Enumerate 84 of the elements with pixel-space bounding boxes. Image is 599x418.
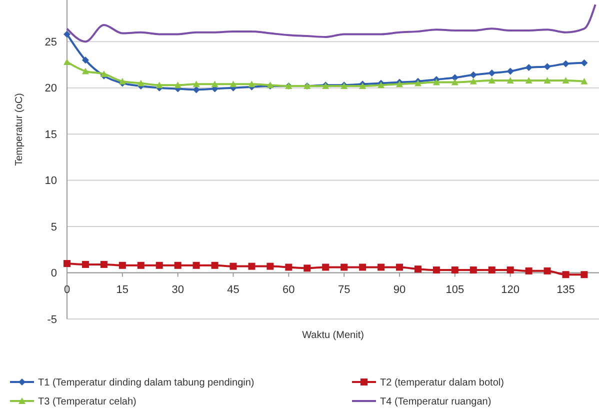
legend-label: T3 (Temperatur celah) — [38, 396, 136, 408]
y-tick-label: 5 — [50, 221, 57, 234]
point — [470, 78, 477, 84]
line-series — [66, 4, 596, 43]
legend-label: T2 (temperatur dalam botol) — [380, 378, 504, 388]
y-tick-label: -5 — [47, 314, 57, 326]
point — [470, 266, 477, 274]
y-tick-label: 20 — [44, 82, 57, 95]
point — [156, 262, 163, 269]
point — [525, 64, 532, 71]
point — [580, 59, 588, 66]
point — [118, 262, 126, 269]
point — [432, 78, 440, 86]
point — [211, 262, 218, 269]
legend-label: T4 (Temperatur ruangan) — [380, 396, 492, 408]
point — [562, 76, 570, 84]
x-tick-label: 30 — [172, 284, 184, 296]
point — [544, 63, 551, 70]
x-tick-label: 0 — [64, 284, 70, 296]
point — [488, 70, 496, 77]
point — [451, 74, 458, 82]
point — [64, 30, 70, 38]
point — [525, 76, 532, 84]
x-tick-label: 135 — [556, 284, 575, 296]
point — [64, 58, 70, 65]
point — [488, 76, 496, 84]
point — [506, 76, 514, 84]
point — [378, 264, 385, 271]
point — [414, 266, 422, 273]
point — [580, 271, 588, 278]
point — [248, 262, 256, 270]
point — [174, 82, 182, 88]
point — [340, 264, 348, 271]
point — [156, 82, 163, 88]
legend-label: T1 (Temperatur dinding dalam tabung pendingin) — [38, 378, 254, 388]
point — [525, 267, 532, 274]
point — [211, 80, 218, 88]
point — [451, 266, 458, 274]
point — [562, 271, 570, 278]
point — [192, 80, 200, 88]
point — [359, 264, 366, 271]
point — [137, 262, 144, 269]
point — [562, 60, 570, 68]
point — [304, 264, 311, 272]
point — [82, 260, 89, 268]
point — [322, 264, 330, 271]
point — [544, 76, 551, 84]
point — [506, 266, 514, 274]
point — [230, 262, 237, 270]
point — [192, 86, 200, 94]
y-tick-label: 25 — [44, 36, 57, 48]
x-tick-label: 120 — [501, 284, 520, 296]
point — [285, 264, 292, 271]
point — [451, 78, 458, 86]
y-axis-title: Temperatur (oC) — [14, 93, 25, 166]
point — [544, 267, 551, 274]
point — [82, 56, 89, 64]
point — [100, 70, 108, 77]
point — [174, 262, 182, 269]
point — [192, 262, 200, 269]
point — [82, 68, 89, 74]
y-tick-label: 15 — [44, 128, 57, 141]
point — [248, 80, 256, 88]
point — [266, 262, 274, 270]
point — [506, 68, 514, 75]
point — [64, 260, 70, 268]
point — [488, 266, 496, 274]
y-tick-label: 10 — [44, 175, 57, 188]
point — [100, 260, 108, 268]
point — [137, 80, 144, 86]
x-tick-label: 60 — [282, 284, 295, 296]
point — [470, 71, 477, 78]
point — [396, 264, 403, 271]
x-tick-label: 105 — [446, 284, 464, 296]
x-tick-label: 75 — [338, 284, 350, 296]
x-tick-label: 45 — [227, 284, 240, 296]
point — [432, 266, 440, 274]
x-axis-title: Waktu (Menit) — [302, 330, 364, 341]
y-tick-label: 0 — [50, 268, 57, 280]
point — [230, 80, 237, 88]
x-tick-label: 15 — [116, 284, 129, 296]
x-tick-label: 90 — [393, 284, 406, 296]
point — [580, 78, 588, 84]
point — [118, 78, 126, 84]
